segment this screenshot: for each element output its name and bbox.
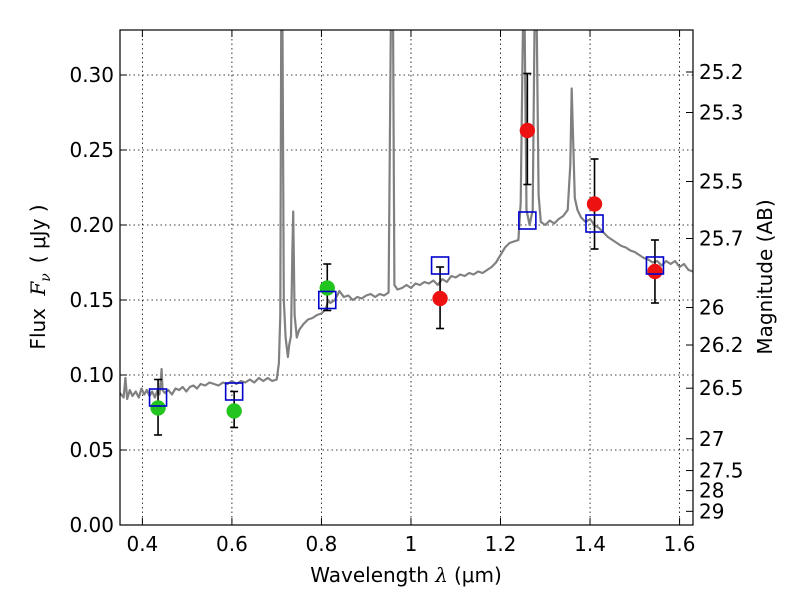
magnitude-tick-label: 26.5 xyxy=(699,376,744,400)
data-point xyxy=(586,196,603,212)
model-point xyxy=(585,214,604,233)
y-axis-label-prefix: Flux xyxy=(26,302,50,350)
model-photometry-points xyxy=(148,211,665,407)
y-axis-label-subscript: ν xyxy=(38,273,54,282)
observed-points xyxy=(150,122,663,419)
plot-frame xyxy=(119,29,694,526)
x-tick-label: 0.6 xyxy=(216,532,248,556)
magnitude-tick-label: 25.2 xyxy=(699,60,744,84)
x-tick-label: 0.4 xyxy=(126,532,158,556)
model-point xyxy=(148,388,168,407)
magnitude-axis-label: Magnitude (AB) xyxy=(753,199,777,354)
data-point xyxy=(432,290,448,307)
model-point xyxy=(317,290,337,310)
x-axis-label-unit: (μm) xyxy=(454,563,502,587)
data-point xyxy=(319,280,336,296)
magnitude-tick-label: 26.2 xyxy=(699,333,744,357)
tick-labels: 0.4 0.6 0.8 1 1.2 1.4 1.6 0.00 0.05 0.10 0.15 0.20 0… xyxy=(69,60,743,556)
magnitude-tick-label: 27 xyxy=(699,427,724,451)
x-axis-label-symbol: λ xyxy=(434,563,448,587)
magnitude-tick-label: 25.7 xyxy=(699,227,744,251)
ticks xyxy=(120,30,693,526)
magnitude-tick-label: 27.5 xyxy=(699,459,744,483)
error-bars xyxy=(154,72,659,436)
data-point xyxy=(647,263,663,280)
y-tick-label: 0.10 xyxy=(69,363,114,387)
magnitude-tick-label: 25.3 xyxy=(699,101,744,125)
x-axis-label-prefix: Wavelength xyxy=(310,563,435,587)
x-tick-label: 1.4 xyxy=(574,532,606,556)
spectrum-line xyxy=(120,30,693,401)
data-point xyxy=(519,122,536,139)
model-point xyxy=(645,256,665,275)
model-spectrum-series xyxy=(120,30,693,401)
x-tick-label: 1.2 xyxy=(485,532,517,556)
y-tick-label: 0.20 xyxy=(69,213,114,237)
x-tick-label: 0.8 xyxy=(306,532,338,556)
x-axis-label: Wavelength λ (μm) xyxy=(310,563,502,587)
magnitude-tick-label: 26 xyxy=(699,296,724,320)
x-tick-label: 1 xyxy=(405,532,418,556)
y-axis-label-unit: ( μJy ) xyxy=(26,204,50,263)
data-point xyxy=(150,400,166,416)
model-point xyxy=(518,211,537,230)
y-tick-label: 0.25 xyxy=(69,138,114,162)
magnitude-tick-label: 29 xyxy=(699,499,724,523)
x-tick-label: 1.6 xyxy=(664,532,696,556)
magnitude-tick-label: 28 xyxy=(699,479,724,503)
model-point xyxy=(224,382,244,401)
model-point xyxy=(430,256,450,275)
magnitude-tick-label: 25.5 xyxy=(699,170,744,194)
y-tick-label: 0.00 xyxy=(69,513,114,537)
y-tick-label: 0.15 xyxy=(69,288,114,312)
grid xyxy=(120,30,693,525)
y-tick-label: 0.30 xyxy=(69,63,114,87)
data-area xyxy=(120,30,693,436)
data-point xyxy=(226,403,242,419)
y-tick-label: 0.05 xyxy=(69,438,114,462)
y-axis-label-symbol: F xyxy=(26,281,50,297)
y-axis-label: Flux Fν ( μJy ) xyxy=(26,204,54,349)
